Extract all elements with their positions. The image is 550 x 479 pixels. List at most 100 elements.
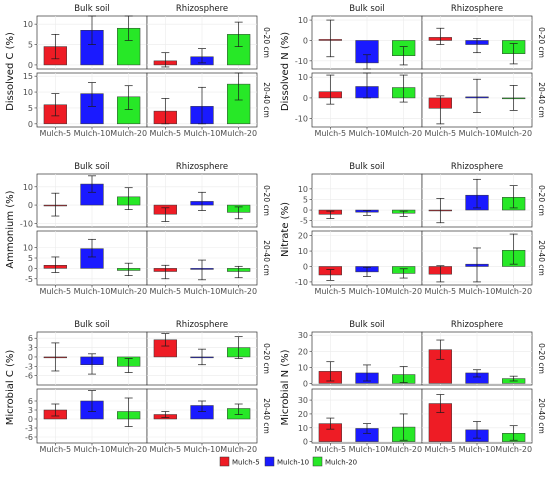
facet-bulk (311, 230, 423, 286)
x-tick-label: Mulch-5 (40, 445, 72, 454)
x-tick-label: Mulch-10 (74, 445, 111, 454)
y-tick-label: 10 (298, 247, 308, 256)
facet-row-label: 20-40 cm (262, 82, 271, 118)
x-tick-label: Mulch-5 (150, 129, 182, 138)
y-tick-label: 3 (28, 406, 33, 415)
y-tick-label: 0 (28, 264, 33, 273)
y-tick-label: 0 (28, 61, 33, 70)
facet-bulk (311, 72, 423, 128)
x-tick-label: Mulch-10 (459, 287, 496, 296)
facet-label: Rhizosphere (451, 320, 503, 330)
x-tick-label: Mulch-20 (110, 129, 147, 138)
x-tick-label: Mulch-20 (385, 129, 422, 138)
facet-rhizo (421, 331, 533, 386)
legend: Mulch-5 Mulch-10 Mulch-20 (219, 456, 357, 467)
chart-panel-1: Bulk soil Rhizosphere 0 5 10 0-20 cm 0 5 10 15 20-… (5, 4, 271, 138)
y-tick-label: 10 (298, 424, 308, 433)
facet-row-label: 20-40 cm (262, 398, 271, 434)
facet-rhizo (146, 388, 258, 444)
y-tick-label: 10 (298, 73, 308, 82)
y-tick-label: 10 (298, 363, 308, 372)
y-tick-label: 0 (28, 120, 33, 129)
y-tick-label: -10 (20, 219, 33, 228)
x-tick-label: Mulch-5 (315, 129, 347, 138)
y-tick-label: -10 (295, 278, 308, 287)
x-tick-label: Mulch-5 (40, 287, 72, 296)
facet-label: Bulk soil (74, 162, 110, 172)
y-axis-title: Nitrate (%) (280, 202, 291, 257)
x-tick-label: Mulch-20 (495, 287, 532, 296)
facet-row-label: 0-20 cm (537, 27, 546, 58)
x-tick-label: Mulch-5 (425, 129, 457, 138)
x-tick-label: Mulch-20 (220, 287, 257, 296)
y-tick-label: 10 (23, 88, 33, 97)
facet-rhizo (146, 15, 258, 70)
facet-label: Rhizosphere (176, 4, 228, 14)
y-tick-label: 0 (28, 353, 33, 362)
x-tick-label: Mulch-5 (315, 287, 347, 296)
y-tick-label: 0 (303, 438, 308, 447)
facet-label: Bulk soil (349, 4, 385, 14)
x-tick-label: Mulch-20 (110, 445, 147, 454)
facet-bulk (36, 173, 148, 228)
y-tick-label: 0 (28, 415, 33, 424)
facet-bulk (36, 388, 148, 444)
y-tick-label: 10 (23, 244, 33, 253)
y-tick-label: -3 (25, 362, 33, 371)
x-tick-label: Mulch-10 (184, 287, 221, 296)
y-axis-title: Microbial N (%) (280, 349, 291, 425)
facet-bulk (36, 72, 148, 128)
chart-panel-2: Bulk soil Rhizosphere -10 0 10 0-20 cm -10 0 10 2… (280, 4, 546, 138)
facet-bulk (311, 331, 423, 386)
facet-row-label: 20-40 cm (537, 240, 546, 276)
y-tick-label: 3 (28, 344, 33, 353)
y-axis-title: Dissolved N (%) (280, 32, 291, 111)
y-tick-label: -10 (295, 57, 308, 66)
x-tick-label: Mulch-20 (385, 445, 422, 454)
facet-row-label: 0-20 cm (262, 185, 271, 216)
y-axis-title: Dissolved C (%) (5, 32, 16, 111)
facet-bulk (36, 331, 148, 386)
facet-row-label: 20-40 cm (537, 398, 546, 434)
y-tick-label: 10 (23, 183, 33, 192)
facet-rhizo (146, 72, 258, 128)
facet-rhizo (421, 388, 533, 444)
facet-label: Bulk soil (349, 320, 385, 330)
facet-rhizo (421, 72, 533, 128)
y-axis-title: Ammonium (%) (5, 190, 16, 268)
x-tick-label: Mulch-5 (150, 445, 182, 454)
x-tick-label: Mulch-10 (349, 129, 386, 138)
x-tick-label: Mulch-20 (220, 445, 257, 454)
facet-label: Bulk soil (74, 320, 110, 330)
legend-label: Mulch-10 (277, 459, 309, 467)
legend-swatch (219, 456, 230, 467)
x-tick-label: Mulch-5 (425, 445, 457, 454)
facet-label: Rhizosphere (176, 162, 228, 172)
y-tick-label: -5 (25, 275, 33, 284)
facet-row-label: 0-20 cm (537, 185, 546, 216)
y-tick-label: -6 (25, 433, 33, 442)
facet-rhizo (421, 173, 533, 228)
facet-label: Rhizosphere (451, 4, 503, 14)
y-tick-label: -10 (295, 115, 308, 124)
facet-rhizo (146, 173, 258, 228)
x-tick-label: Mulch-20 (495, 445, 532, 454)
facet-bulk (311, 15, 423, 70)
x-tick-label: Mulch-5 (150, 287, 182, 296)
facet-label: Bulk soil (349, 162, 385, 172)
y-tick-label: 5 (28, 41, 33, 50)
y-tick-label: 20 (298, 347, 308, 356)
x-tick-label: Mulch-10 (184, 129, 221, 138)
y-tick-label: 5 (28, 254, 33, 263)
facet-rhizo (421, 15, 533, 70)
y-tick-label: 20 (298, 232, 308, 241)
facet-bulk (36, 15, 148, 70)
facet-row-label: 0-20 cm (262, 27, 271, 58)
x-tick-label: Mulch-10 (349, 287, 386, 296)
facet-bulk (36, 230, 148, 286)
facet-label: Rhizosphere (451, 162, 503, 172)
x-tick-label: Mulch-20 (110, 287, 147, 296)
legend-swatch (264, 456, 275, 467)
